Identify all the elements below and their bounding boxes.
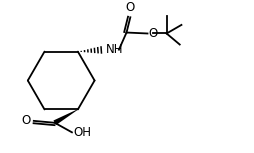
Polygon shape: [53, 109, 78, 125]
Text: OH: OH: [73, 126, 91, 139]
Text: O: O: [126, 1, 135, 14]
Text: O: O: [22, 114, 31, 127]
Text: NH: NH: [106, 43, 123, 56]
Text: O: O: [148, 27, 158, 40]
